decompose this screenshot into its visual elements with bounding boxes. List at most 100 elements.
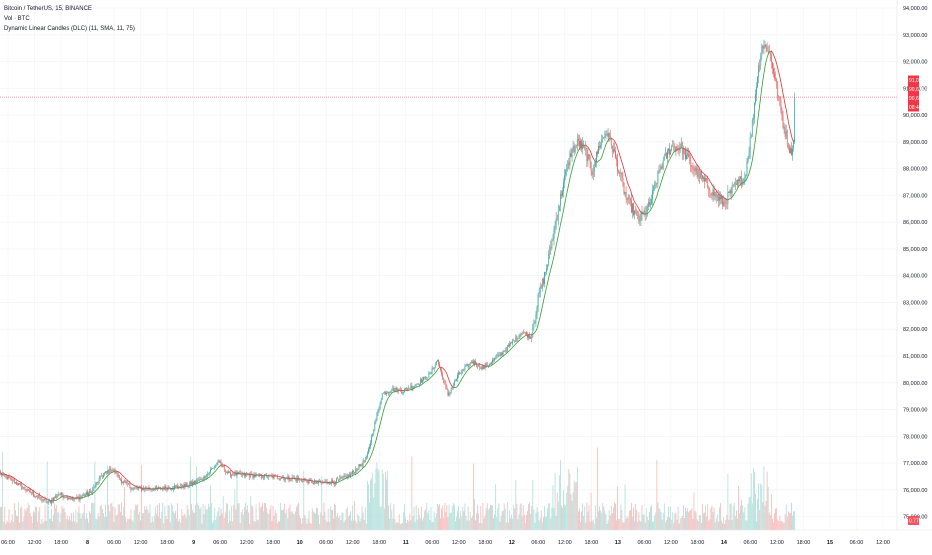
volume-bar [554,508,555,530]
candle [579,135,580,150]
ma-segment [341,480,342,481]
volume-bar [167,519,168,530]
volume-bar [412,457,413,530]
ma-segment [629,187,630,190]
candle [361,464,362,467]
candle [232,472,233,476]
volume-bar [709,519,710,530]
candle [625,192,626,197]
volume-bar [137,504,138,530]
volume-bar [197,503,198,530]
candle [457,373,458,382]
volume-bar [127,519,128,530]
candle [233,473,234,476]
legend-volume[interactable]: Vol · BTC [4,14,135,24]
volume-bar [284,504,285,530]
ma-segment [790,131,791,136]
ma-segment [122,475,123,476]
candle [782,107,783,121]
candle [424,377,425,380]
candle [490,362,491,365]
candle [4,473,5,477]
volume-bar [404,504,405,530]
candle [274,474,275,479]
ma-segment [389,396,390,398]
volume-bar [124,487,125,530]
candle [527,332,528,340]
volume-bar [579,509,580,530]
volume-bar [228,523,229,530]
volume-bar [717,515,718,530]
volume-bar [733,506,734,530]
candle [98,481,99,485]
ma-segment [494,363,495,364]
candle [757,76,758,88]
volume-bar [368,484,369,530]
ma-segment [567,189,568,194]
volume-bar [406,523,407,530]
candle [181,483,182,489]
price-tag: 91,034.79 [908,76,931,85]
volume-bar [345,520,346,530]
candle [180,483,181,489]
candle [459,371,460,375]
ma-segment [693,158,694,159]
volume-bar [37,522,38,530]
candle [236,470,237,476]
volume-bar [113,506,114,530]
legend-symbol[interactable]: Bitcoin / TetherUS, 15, BINANCE [4,4,135,14]
volume-bar [451,513,452,530]
volume-bar [370,480,371,530]
candle [471,360,472,364]
volume-bar [468,506,469,530]
volume-bar [214,508,215,530]
candle [573,141,574,153]
volume-bar [338,518,339,530]
volume-bar [341,520,342,530]
candle [88,492,89,497]
volume-bar [106,517,107,530]
candle [651,194,652,205]
ma-segment [368,459,369,461]
volume-bar [430,520,431,530]
volume-bar [596,518,597,530]
ma-segment [367,461,368,463]
ma-segment [383,408,384,412]
volume-bar [83,512,84,530]
volume-bar [737,519,738,530]
candle [637,210,638,219]
legend-indicator[interactable]: Dynamic Linear Candles (DLC) (11, SMA, 1… [4,24,135,34]
candle [539,288,540,298]
volume-bar [562,508,563,530]
ma-segment [498,360,499,361]
candle [682,142,683,161]
volume-bar [742,505,743,530]
volume-bar [767,472,768,530]
ma-segment [103,480,104,481]
candle [57,494,58,499]
candle [115,468,116,475]
candle [223,465,224,467]
volume-bar [336,516,337,530]
volume-bar [548,503,549,530]
volume-bar [312,508,313,530]
volume-bar [294,514,295,530]
candle [176,485,177,488]
volume-bar [775,509,776,530]
candle [468,364,469,369]
candle [585,141,586,156]
volume-bar [490,505,491,530]
candle [366,455,367,459]
volume-bar [608,520,609,530]
volume-bar [573,492,574,530]
candle [537,305,538,319]
candle [308,480,309,485]
ma-segment [500,358,501,359]
ma-segment [431,376,432,377]
candle [101,473,102,477]
volume-bar [439,504,440,530]
volume-bar [286,509,287,530]
